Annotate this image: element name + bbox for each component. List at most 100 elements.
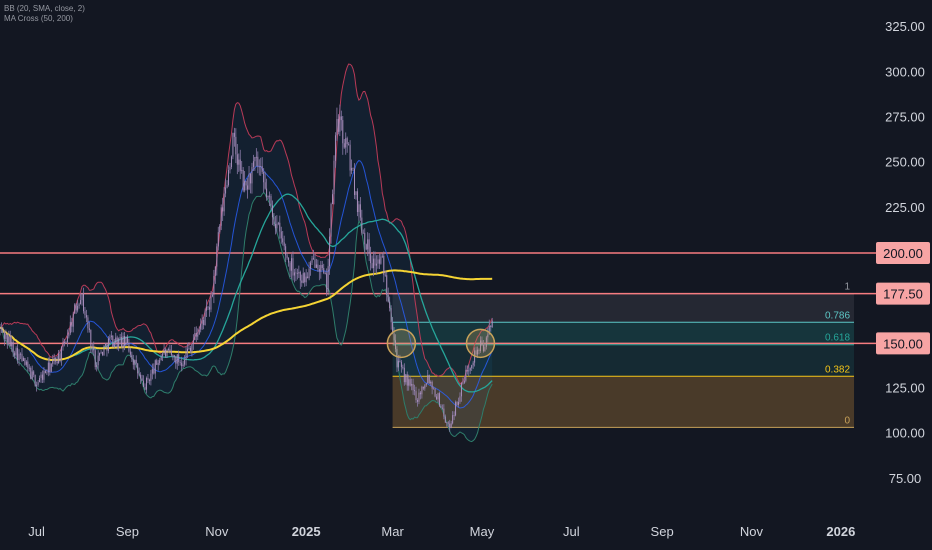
price-axis[interactable]: 325.00300.00275.00250.00225.00200.00175.… bbox=[876, 0, 932, 550]
candle-body bbox=[34, 374, 36, 386]
candle-body bbox=[104, 343, 106, 346]
legend-bb[interactable]: BB (20, SMA, close, 2) bbox=[4, 4, 85, 13]
candle-body bbox=[66, 336, 68, 343]
candle-body bbox=[118, 338, 120, 347]
candle-body bbox=[289, 262, 291, 271]
candle-body bbox=[236, 154, 238, 165]
candle-body bbox=[88, 328, 90, 330]
candle-body bbox=[361, 217, 363, 234]
candle-body bbox=[165, 349, 167, 357]
candle-body bbox=[310, 262, 312, 269]
candle-body bbox=[301, 280, 303, 283]
candle-body bbox=[219, 225, 221, 233]
candle-body bbox=[74, 304, 76, 314]
candle-body bbox=[450, 423, 452, 428]
candle-body bbox=[422, 386, 424, 389]
candle-body bbox=[399, 360, 401, 362]
price-badge-150.00[interactable] bbox=[876, 332, 930, 355]
candle-body bbox=[247, 185, 249, 190]
candle-body bbox=[36, 384, 38, 386]
candle-body bbox=[203, 319, 205, 326]
candle-body bbox=[345, 138, 347, 148]
candle-body bbox=[403, 367, 405, 383]
candle-body bbox=[223, 193, 225, 212]
candle-body bbox=[463, 380, 465, 383]
horizontal-levels[interactable] bbox=[0, 252, 876, 345]
candle-body bbox=[358, 204, 360, 213]
highlight-circle-1[interactable] bbox=[386, 328, 417, 359]
price-badge-200.00[interactable] bbox=[876, 241, 930, 264]
candle-body bbox=[179, 362, 181, 363]
candle-body bbox=[17, 348, 19, 361]
candle-body bbox=[97, 355, 99, 366]
candle-body bbox=[11, 341, 13, 347]
time-axis[interactable]: Jul Sep Nov 2025 Mar May Jul Sep Nov 2026 bbox=[28, 524, 855, 539]
candle-body bbox=[241, 169, 243, 171]
candle-body bbox=[55, 357, 57, 362]
candle-body bbox=[431, 381, 433, 389]
candle-body bbox=[273, 217, 275, 224]
moving-averages bbox=[0, 193, 493, 393]
candle-body bbox=[374, 258, 376, 266]
candle-body bbox=[295, 272, 297, 274]
legend-ma-cross[interactable]: MA Cross (50, 200) bbox=[4, 14, 73, 23]
candle-body bbox=[346, 138, 348, 145]
candle-body bbox=[409, 379, 411, 386]
candle-body bbox=[140, 374, 142, 379]
candle-body bbox=[131, 354, 133, 360]
candle-body bbox=[8, 336, 10, 343]
candle-body bbox=[134, 359, 136, 365]
candle-body bbox=[188, 347, 190, 349]
candle-body bbox=[99, 352, 101, 356]
candle-body bbox=[85, 315, 87, 318]
candle-body bbox=[58, 353, 60, 364]
candle-body bbox=[304, 273, 306, 283]
candle-body bbox=[292, 258, 294, 276]
candle-body bbox=[214, 266, 216, 277]
candle-body bbox=[477, 349, 479, 355]
candle-body bbox=[327, 266, 329, 293]
candle-body bbox=[249, 173, 251, 184]
candle-body bbox=[230, 156, 232, 167]
candle-body bbox=[100, 351, 102, 353]
candle-body bbox=[254, 157, 256, 162]
candle-body bbox=[56, 361, 58, 364]
candle-body bbox=[229, 166, 231, 171]
candle-body bbox=[438, 393, 440, 406]
indicator-legend: BB (20, SMA, close, 2) MA Cross (50, 200… bbox=[4, 4, 85, 24]
candle-body bbox=[124, 336, 126, 346]
candle-body bbox=[471, 365, 473, 369]
candle-body bbox=[324, 273, 326, 274]
price-badge-177.50[interactable] bbox=[876, 282, 930, 305]
candle-body bbox=[189, 347, 191, 352]
candle-body bbox=[354, 168, 356, 195]
bb-basis bbox=[0, 159, 493, 409]
candle-body bbox=[279, 222, 281, 232]
candle-body bbox=[302, 273, 304, 283]
candle-body bbox=[156, 360, 158, 365]
candle-body bbox=[91, 346, 93, 348]
highlight-circles[interactable] bbox=[386, 328, 496, 359]
candle-body bbox=[378, 259, 380, 264]
candle-body bbox=[6, 334, 8, 343]
candle-body bbox=[443, 408, 445, 417]
candle-body bbox=[392, 322, 394, 334]
candle-body bbox=[166, 349, 168, 357]
fib-zone-0.618-0.382 bbox=[392, 344, 855, 377]
highlight-circle-2[interactable] bbox=[465, 328, 496, 359]
candle-body bbox=[421, 386, 423, 395]
candle-body bbox=[370, 253, 372, 264]
candle-body bbox=[244, 180, 246, 191]
candle-body bbox=[393, 333, 395, 341]
candle-body bbox=[33, 371, 35, 375]
candle-body bbox=[277, 222, 279, 224]
candle-body bbox=[475, 350, 477, 355]
candle-body bbox=[77, 305, 79, 311]
candle-body bbox=[9, 336, 11, 347]
fib-label-0: 0 bbox=[844, 415, 850, 426]
candle-body bbox=[397, 360, 399, 368]
x-tick-label: Sep bbox=[651, 524, 674, 539]
candle-body bbox=[282, 238, 284, 243]
